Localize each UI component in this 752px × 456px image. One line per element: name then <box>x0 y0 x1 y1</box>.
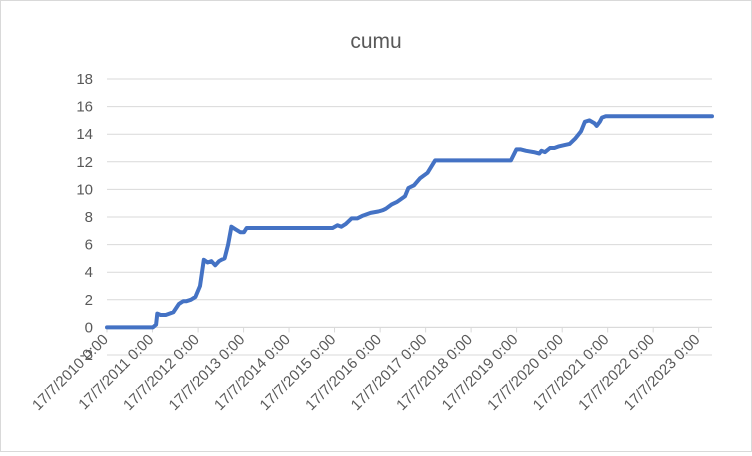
y-tick-label: 14 <box>76 126 93 143</box>
y-tick-label: 8 <box>85 209 93 226</box>
x-tick-label: 17/7/2010 0:00 <box>29 331 112 414</box>
series-line <box>105 114 714 330</box>
y-tick-label: 0 <box>85 319 93 336</box>
y-tick-label: 4 <box>85 264 93 281</box>
gridlines <box>106 78 712 356</box>
y-tick-label: 12 <box>76 154 93 171</box>
y-tick-label: 16 <box>76 99 93 116</box>
series-group <box>105 114 714 330</box>
chart-title: cumu <box>350 30 401 53</box>
y-tick-label: 18 <box>76 71 93 88</box>
y-tick-label: 10 <box>76 181 93 198</box>
y-axis-tick-labels: -2 0 2 4 6 8 10 12 14 16 18 <box>76 71 93 364</box>
y-tick-label: 6 <box>85 237 93 254</box>
y-tick-label: -2 <box>80 347 93 364</box>
y-tick-label: 2 <box>85 292 93 309</box>
